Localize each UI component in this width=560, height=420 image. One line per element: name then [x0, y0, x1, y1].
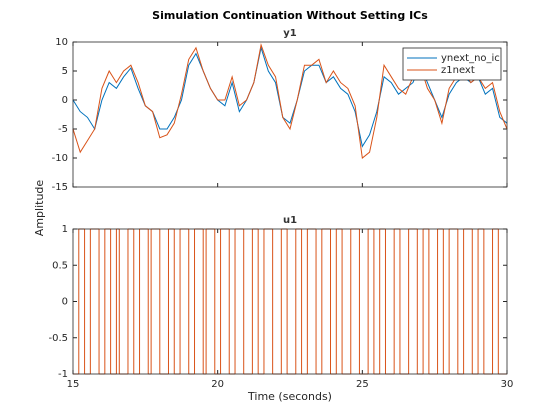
- axes-box: [72, 228, 508, 375]
- y-tick-label: -0.5: [48, 333, 68, 344]
- y-tick-label: 0: [62, 297, 68, 308]
- x-tick-label: 15: [67, 379, 80, 390]
- y-tick-label: 10: [55, 37, 68, 48]
- legend-label: z1next: [441, 65, 475, 76]
- y-tick-label: -10: [52, 153, 68, 164]
- y-axis-label: Amplitude: [33, 180, 46, 237]
- axes-box: [72, 41, 508, 188]
- subplot-title: u1: [283, 215, 297, 226]
- legend-box: [402, 47, 502, 81]
- series-line: [72, 43, 508, 159]
- plot-area: [73, 229, 507, 374]
- y-tick-label: -5: [58, 124, 68, 135]
- legend-label: ynext_no_ic: [441, 53, 500, 64]
- x-tick-label: 25: [356, 379, 369, 390]
- y-tick-label: -15: [52, 182, 68, 193]
- y-tick-label: 0: [62, 95, 68, 106]
- subplot-title: y1: [283, 28, 297, 39]
- y-tick-label: 5: [62, 66, 68, 77]
- figure-title: Simulation Continuation Without Setting …: [152, 9, 428, 22]
- y-tick-label: -1: [58, 369, 68, 380]
- x-tick-label: 30: [501, 379, 514, 390]
- y-tick-label: 1: [62, 224, 68, 235]
- x-tick-label: 20: [211, 379, 224, 390]
- x-axis-label: Time (seconds): [247, 390, 332, 403]
- y-tick-label: 0.5: [52, 260, 68, 271]
